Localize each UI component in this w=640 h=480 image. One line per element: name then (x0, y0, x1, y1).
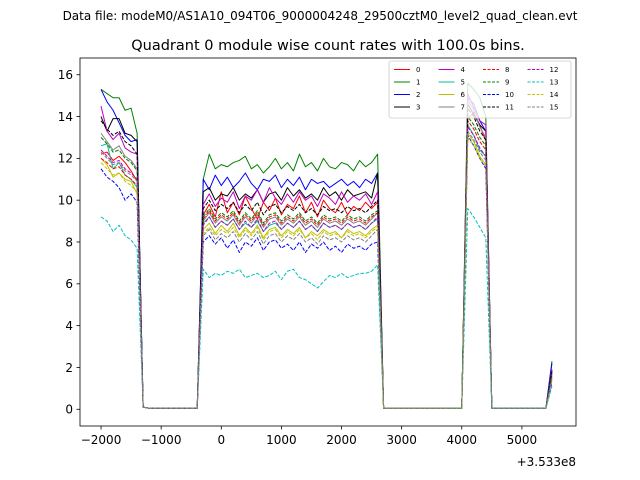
legend-label-6: 6 (461, 91, 466, 99)
legend-label-12: 12 (550, 66, 559, 74)
legend-label-15: 15 (550, 104, 559, 112)
legend-label-13: 13 (550, 79, 559, 87)
y-tick-label: 8 (65, 235, 73, 249)
x-tick-label: −2000 (81, 433, 122, 447)
series-group (100, 82, 553, 409)
legend-label-5: 5 (461, 79, 465, 87)
legend-label-0: 0 (416, 66, 420, 74)
legend-label-8: 8 (505, 66, 509, 74)
series-line-15 (100, 130, 553, 409)
x-tick-label: 5000 (507, 433, 538, 447)
y-tick-label: 16 (58, 68, 73, 82)
legend-label-3: 3 (416, 104, 420, 112)
x-tick-label: 2000 (326, 433, 357, 447)
legend-label-4: 4 (461, 66, 466, 74)
x-tick-label: 3000 (386, 433, 417, 447)
y-tick-label: 4 (65, 319, 73, 333)
chart-title: Quadrant 0 module wise count rates with … (131, 38, 525, 54)
legend-label-10: 10 (505, 91, 514, 99)
series-line-9 (100, 116, 553, 409)
legend-label-14: 14 (550, 91, 559, 99)
legend-label-9: 9 (505, 79, 509, 87)
legend-label-2: 2 (416, 91, 420, 99)
x-tick-label: 4000 (446, 433, 477, 447)
y-tick-label: 14 (58, 110, 73, 124)
y-tick-label: 6 (65, 277, 73, 291)
legend-label-1: 1 (416, 79, 420, 87)
legend-frame (388, 60, 572, 119)
x-tick-label: 0 (217, 433, 225, 447)
plot-area: −2000 −1000 0 1000 2000 3000 4000 5000024681012… (58, 57, 577, 447)
figure-suptitle: Data file: modeM0/AS1A10_094T06_90000042… (63, 9, 578, 23)
y-tick-label: 10 (58, 193, 73, 207)
legend-label-7: 7 (461, 104, 465, 112)
y-tick-label: 0 (65, 403, 73, 417)
y-tick-label: 2 (65, 361, 73, 375)
series-line-12 (100, 126, 553, 409)
x-axis-offset-label: +3.533e8 (517, 455, 576, 469)
legend-label-11: 11 (505, 104, 514, 112)
x-tick-label: −1000 (141, 433, 182, 447)
x-tick-label: 1000 (266, 433, 297, 447)
y-tick-label: 12 (58, 152, 73, 166)
